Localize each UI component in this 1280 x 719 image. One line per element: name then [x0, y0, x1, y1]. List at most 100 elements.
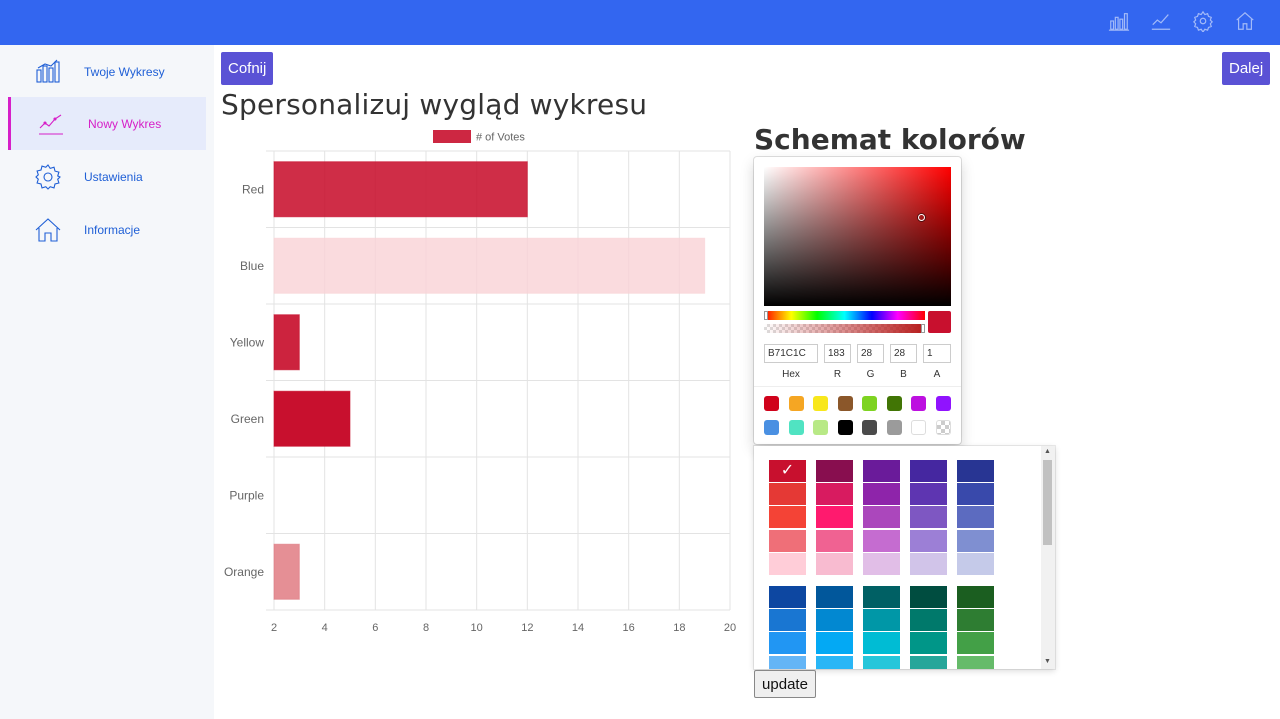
preset-swatch[interactable] — [935, 420, 951, 435]
preset-swatch[interactable] — [911, 396, 926, 411]
palette-color-cell[interactable] — [863, 586, 900, 608]
palette-color-cell[interactable]: ✓ — [769, 460, 806, 482]
palette-color-cell[interactable] — [957, 483, 994, 506]
scroll-down-icon[interactable]: ▼ — [1044, 658, 1051, 665]
preset-swatch[interactable] — [788, 396, 804, 411]
sidebar-item-settings[interactable]: Ustawienia — [8, 150, 206, 203]
alpha-handle[interactable] — [921, 324, 925, 333]
palette-color-cell[interactable] — [816, 529, 853, 552]
x-tick-label: 12 — [521, 622, 533, 634]
palette-color-cell[interactable] — [957, 529, 994, 552]
chart-bar-icon[interactable] — [1108, 10, 1130, 32]
palette-color-cell[interactable] — [816, 552, 853, 575]
home-icon[interactable] — [1234, 10, 1256, 32]
sidebar-item-your-charts[interactable]: Twoje Wykresy — [8, 45, 206, 98]
sidebar-item-label: Nowy Wykres — [88, 116, 162, 131]
palette-color-cell[interactable] — [863, 632, 900, 655]
palette-color-cell[interactable] — [957, 460, 994, 482]
palette-color-cell[interactable] — [769, 552, 806, 575]
bar-yellow — [273, 314, 300, 371]
palette-color-cell[interactable] — [816, 655, 853, 669]
update-button[interactable]: update — [754, 670, 816, 698]
palette-color-cell[interactable] — [910, 552, 947, 575]
hue-slider[interactable] — [764, 311, 925, 320]
b-input[interactable] — [890, 344, 917, 363]
chart-line-icon[interactable] — [1150, 10, 1172, 32]
palette-color-cell[interactable] — [769, 483, 806, 506]
palette-color-cell[interactable] — [910, 655, 947, 669]
preset-swatch[interactable] — [813, 420, 828, 435]
preset-swatch[interactable] — [764, 396, 779, 411]
alpha-slider[interactable] — [764, 324, 925, 333]
sidebar-item-new-chart[interactable]: Nowy Wykres — [8, 97, 206, 150]
preset-swatch[interactable] — [764, 420, 779, 435]
hex-input[interactable] — [764, 344, 818, 363]
palette-color-cell[interactable] — [863, 552, 900, 575]
x-tick-label: 10 — [471, 622, 483, 634]
palette-color-cell[interactable] — [910, 632, 947, 655]
palette-color-cell[interactable] — [910, 483, 947, 506]
palette-color-cell[interactable] — [957, 586, 994, 608]
palette-color-cell[interactable] — [769, 586, 806, 608]
palette-color-cell[interactable] — [910, 529, 947, 552]
palette-color-cell[interactable] — [769, 529, 806, 552]
scroll-thumb[interactable] — [1043, 460, 1052, 545]
preset-swatch[interactable] — [837, 396, 853, 411]
legend-swatch — [433, 130, 471, 143]
palette-color-cell[interactable] — [863, 655, 900, 669]
palette-color-cell[interactable] — [816, 609, 853, 632]
palette-color-cell[interactable] — [769, 655, 806, 669]
palette-color-cell[interactable] — [910, 506, 947, 529]
palette-color-cell[interactable] — [863, 609, 900, 632]
preset-swatch[interactable] — [862, 396, 877, 411]
y-tick-label: Red — [242, 182, 264, 196]
palette-color-cell[interactable] — [957, 552, 994, 575]
palette-color-cell[interactable] — [863, 483, 900, 506]
palette-color-cell[interactable] — [816, 460, 853, 482]
back-button[interactable]: Cofnij — [221, 52, 274, 85]
bar-chart: 2 4 6 8 10 12 14 16 18 20 Red Blue Yellow Green Purple… — [224, 130, 736, 634]
preset-swatch[interactable] — [911, 420, 926, 435]
saturation-cursor[interactable] — [918, 214, 925, 221]
a-input[interactable] — [923, 344, 951, 363]
palette-color-cell[interactable] — [769, 609, 806, 632]
preset-swatch[interactable] — [862, 420, 877, 435]
palette-color-cell[interactable] — [863, 460, 900, 482]
palette-color-cell[interactable] — [769, 506, 806, 529]
legend-label: # of Votes — [476, 132, 525, 144]
sidebar-item-info[interactable]: Informacje — [8, 203, 206, 256]
preset-swatch[interactable] — [886, 420, 902, 435]
preset-swatch[interactable] — [837, 420, 853, 435]
palette-color-cell[interactable] — [957, 655, 994, 669]
r-input[interactable] — [824, 344, 851, 363]
preset-swatch[interactable] — [935, 396, 951, 411]
palette-color-cell[interactable] — [769, 632, 806, 655]
scroll-up-icon[interactable]: ▲ — [1044, 448, 1051, 455]
palette-color-cell[interactable] — [816, 483, 853, 506]
saturation-area[interactable] — [764, 167, 951, 306]
b-label: B — [900, 369, 907, 380]
palette-color-cell[interactable] — [863, 529, 900, 552]
preset-swatch[interactable] — [788, 420, 804, 435]
x-tick-label: 18 — [673, 622, 685, 634]
palette-color-cell[interactable] — [910, 609, 947, 632]
gear-icon[interactable] — [1192, 10, 1214, 32]
g-input[interactable] — [857, 344, 884, 363]
palette-color-cell[interactable] — [957, 609, 994, 632]
palette-color-cell[interactable] — [863, 506, 900, 529]
palette-color-cell[interactable] — [957, 632, 994, 655]
palette-color-cell[interactable] — [816, 586, 853, 608]
preset-swatch[interactable] — [886, 396, 902, 411]
bar-blue — [273, 237, 706, 294]
preset-swatch[interactable] — [813, 396, 828, 411]
palette-color-cell[interactable] — [910, 460, 947, 482]
palette-scrollbar[interactable]: ▲ ▼ — [1041, 446, 1055, 669]
hue-handle[interactable] — [764, 311, 768, 320]
page-title: Spersonalizuj wygląd wykresu — [221, 88, 648, 121]
palette-color-cell[interactable] — [816, 506, 853, 529]
palette-color-cell[interactable] — [957, 506, 994, 529]
next-button[interactable]: Dalej — [1222, 52, 1271, 85]
palette-color-cell[interactable] — [816, 632, 853, 655]
picker-divider — [754, 386, 961, 387]
palette-color-cell[interactable] — [910, 586, 947, 608]
